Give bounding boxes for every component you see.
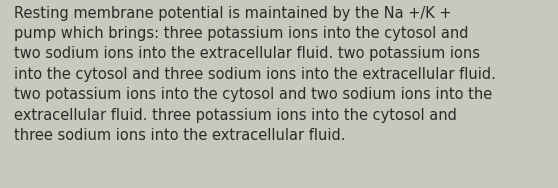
Text: Resting membrane potential is maintained by the Na +/K +
pump which brings: thre: Resting membrane potential is maintained… bbox=[14, 6, 496, 143]
